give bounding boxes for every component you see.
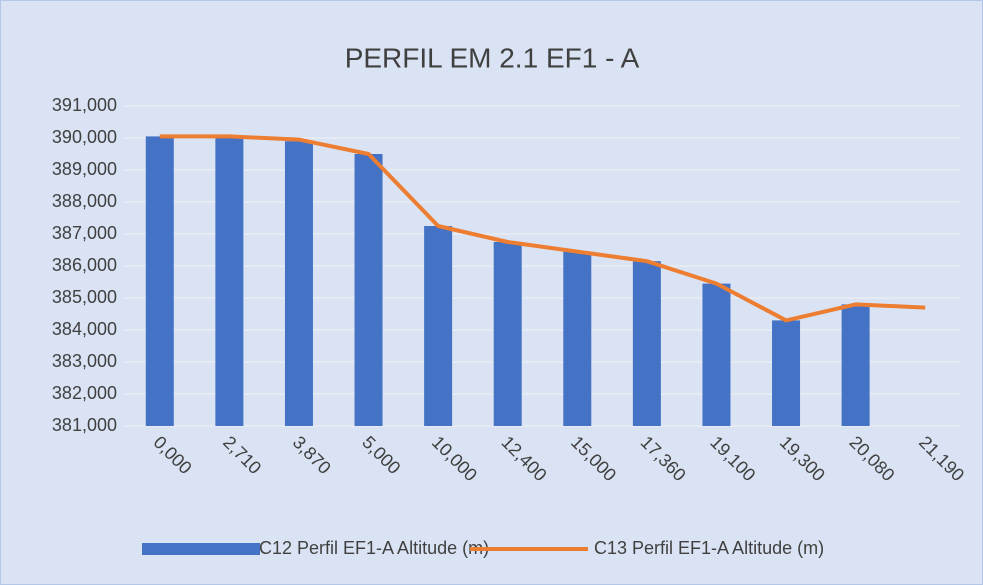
y-tick-label: 390,000 <box>52 127 117 147</box>
bar <box>215 138 244 426</box>
bar <box>632 261 661 426</box>
bar <box>493 242 522 426</box>
bar <box>772 320 801 426</box>
y-tick-label: 384,000 <box>52 319 117 339</box>
bar <box>284 141 313 426</box>
y-tick-label: 386,000 <box>52 255 117 275</box>
y-tick-label: 383,000 <box>52 351 117 371</box>
chart-title: PERFIL EM 2.1 EF1 - A <box>345 42 640 73</box>
legend-swatch <box>142 543 260 555</box>
y-tick-label: 381,000 <box>52 415 117 435</box>
y-tick-label: 382,000 <box>52 383 117 403</box>
y-tick-label: 387,000 <box>52 223 117 243</box>
bar <box>563 251 592 426</box>
legend-label: C13 Perfil EF1-A Altitude (m) <box>594 538 824 558</box>
y-tick-label: 389,000 <box>52 159 117 179</box>
y-tick-label: 391,000 <box>52 95 117 115</box>
legend-label: C12 Perfil EF1-A Altitude (m) <box>259 538 489 558</box>
bar <box>354 154 383 426</box>
bar <box>841 304 870 426</box>
y-tick-label: 385,000 <box>52 287 117 307</box>
bar <box>145 136 174 426</box>
line <box>159 134 926 323</box>
bar <box>424 226 453 426</box>
bar <box>702 283 731 426</box>
y-tick-label: 388,000 <box>52 191 117 211</box>
